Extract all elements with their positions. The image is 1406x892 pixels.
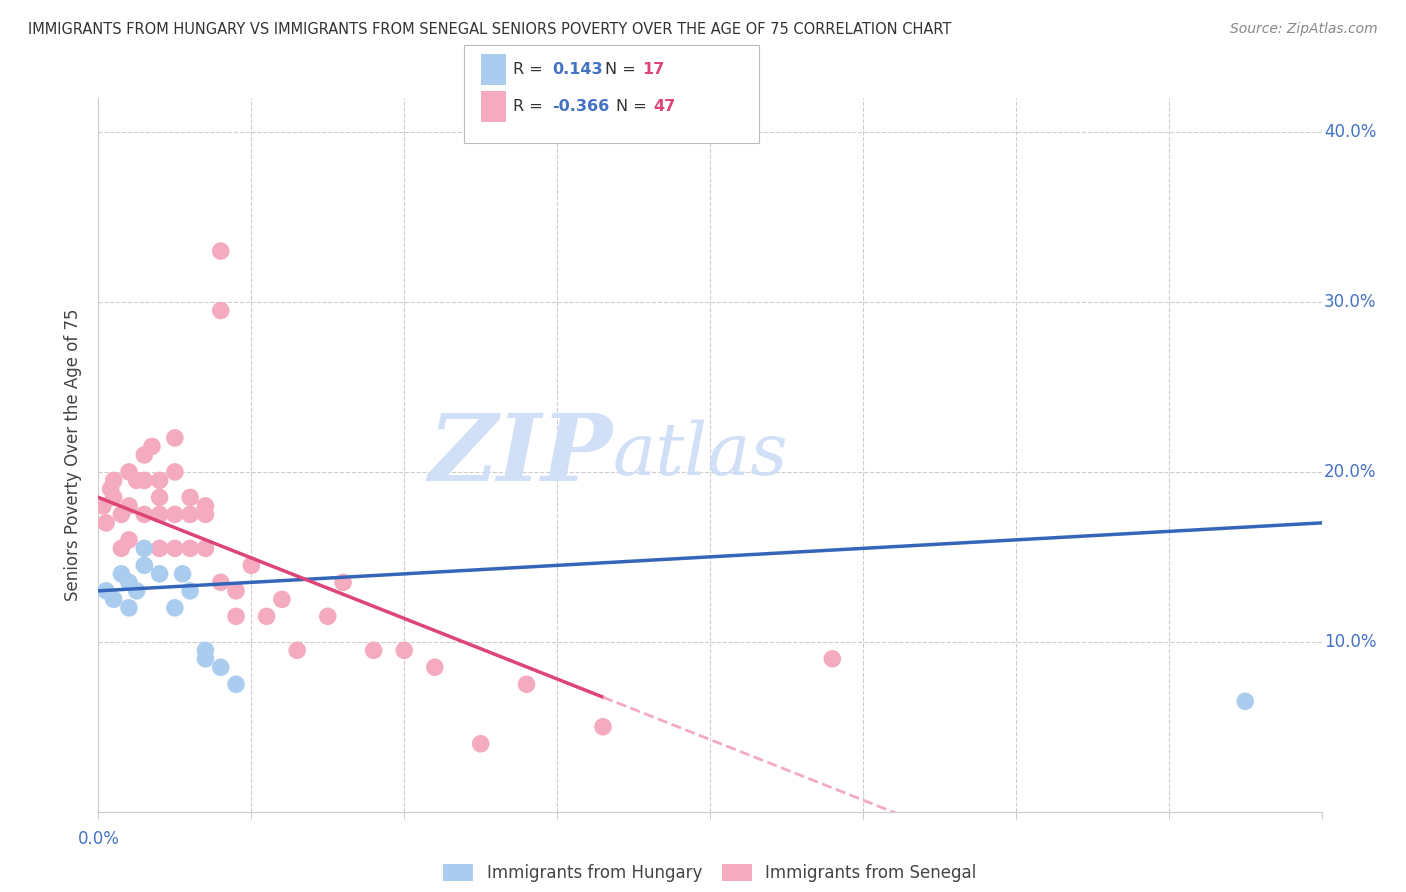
- Point: [225, 609, 247, 624]
- Point: [194, 652, 217, 666]
- Point: [103, 474, 125, 488]
- Point: [172, 566, 194, 581]
- Point: [118, 533, 141, 547]
- Point: [163, 508, 186, 522]
- Point: [110, 508, 132, 522]
- Point: [118, 465, 141, 479]
- Point: [91, 499, 114, 513]
- Text: N =: N =: [616, 99, 652, 114]
- Text: R =: R =: [513, 62, 548, 77]
- Text: IMMIGRANTS FROM HUNGARY VS IMMIGRANTS FROM SENEGAL SENIORS POVERTY OVER THE AGE : IMMIGRANTS FROM HUNGARY VS IMMIGRANTS FR…: [28, 22, 952, 37]
- Point: [134, 448, 156, 462]
- Point: [163, 431, 186, 445]
- Point: [423, 660, 446, 674]
- Text: Source: ZipAtlas.com: Source: ZipAtlas.com: [1230, 22, 1378, 37]
- Point: [134, 508, 156, 522]
- Point: [163, 465, 186, 479]
- Point: [149, 541, 172, 556]
- Text: 40.0%: 40.0%: [1324, 123, 1376, 141]
- Point: [103, 592, 125, 607]
- Text: 0.0%: 0.0%: [77, 830, 120, 847]
- Point: [149, 491, 172, 505]
- Point: [118, 499, 141, 513]
- Point: [225, 583, 247, 598]
- Point: [240, 558, 263, 573]
- Point: [125, 583, 148, 598]
- Point: [94, 516, 117, 530]
- Point: [516, 677, 538, 691]
- Point: [134, 541, 156, 556]
- Point: [194, 643, 217, 657]
- Legend: Immigrants from Hungary, Immigrants from Senegal: Immigrants from Hungary, Immigrants from…: [443, 863, 977, 882]
- Point: [332, 575, 354, 590]
- Point: [1234, 694, 1257, 708]
- Point: [256, 609, 278, 624]
- Point: [118, 600, 141, 615]
- Point: [94, 583, 117, 598]
- Text: 0.143: 0.143: [553, 62, 603, 77]
- Point: [592, 720, 614, 734]
- Point: [125, 474, 148, 488]
- Text: ZIP: ZIP: [427, 410, 612, 500]
- Point: [110, 541, 132, 556]
- Text: 20.0%: 20.0%: [1324, 463, 1376, 481]
- Point: [179, 541, 201, 556]
- Text: N =: N =: [605, 62, 641, 77]
- Text: 17: 17: [643, 62, 665, 77]
- Text: 47: 47: [654, 99, 676, 114]
- Point: [179, 583, 201, 598]
- Point: [194, 508, 217, 522]
- Point: [163, 600, 186, 615]
- Point: [316, 609, 339, 624]
- Text: 30.0%: 30.0%: [1324, 293, 1376, 311]
- Point: [285, 643, 308, 657]
- Point: [149, 566, 172, 581]
- Point: [270, 592, 294, 607]
- Y-axis label: Seniors Poverty Over the Age of 75: Seniors Poverty Over the Age of 75: [65, 309, 83, 601]
- Point: [209, 303, 232, 318]
- Point: [821, 652, 844, 666]
- Point: [209, 244, 232, 258]
- Point: [179, 508, 201, 522]
- Point: [209, 575, 232, 590]
- Point: [149, 474, 172, 488]
- Point: [163, 541, 186, 556]
- Point: [179, 491, 201, 505]
- Text: R =: R =: [513, 99, 548, 114]
- Point: [103, 491, 125, 505]
- Text: 10.0%: 10.0%: [1324, 632, 1376, 651]
- Point: [392, 643, 416, 657]
- Point: [134, 474, 156, 488]
- Point: [118, 575, 141, 590]
- Point: [149, 508, 172, 522]
- Point: [134, 558, 156, 573]
- Point: [194, 499, 217, 513]
- Text: atlas: atlas: [612, 419, 787, 491]
- Point: [194, 541, 217, 556]
- Point: [470, 737, 492, 751]
- Point: [141, 439, 163, 453]
- Point: [100, 482, 122, 496]
- Point: [209, 660, 232, 674]
- Point: [363, 643, 385, 657]
- Point: [225, 677, 247, 691]
- Point: [110, 566, 132, 581]
- Text: -0.366: -0.366: [553, 99, 610, 114]
